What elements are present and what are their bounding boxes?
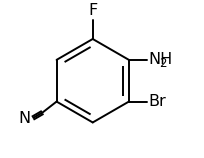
Text: NH: NH [148, 52, 172, 67]
Text: F: F [88, 3, 97, 18]
Text: Br: Br [148, 94, 166, 109]
Text: N: N [19, 112, 31, 126]
Text: 2: 2 [159, 57, 166, 70]
